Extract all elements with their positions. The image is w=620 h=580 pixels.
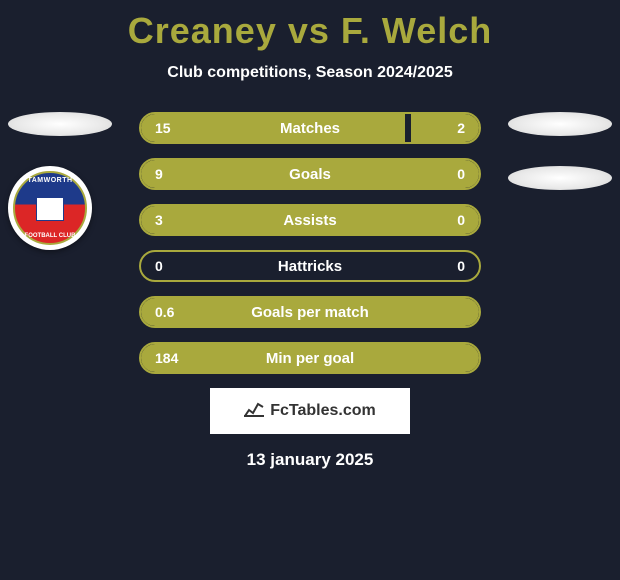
player-placeholder-icon <box>508 112 612 136</box>
stat-value-right: 0 <box>457 212 465 228</box>
stat-value-left: 9 <box>155 166 163 182</box>
stat-value-right: 0 <box>457 166 465 182</box>
stat-value-left: 3 <box>155 212 163 228</box>
player-placeholder-icon <box>8 112 112 136</box>
stat-value-left: 0 <box>155 258 163 274</box>
badge-inner: TAMWORTH FOOTBALL CLUB <box>13 171 87 245</box>
subtitle: Club competitions, Season 2024/2025 <box>0 64 620 82</box>
stat-label: Matches <box>280 120 340 137</box>
content-area: TAMWORTH FOOTBALL CLUB 15 Matches 2 9 Goals 0… <box>0 112 620 374</box>
stat-bar: 0 Hattricks 0 <box>139 250 481 282</box>
stats-container: 15 Matches 2 9 Goals 0 3 Assists 0 0 Hattricks 0 0.6… <box>139 112 481 374</box>
stat-label: Goals <box>289 166 331 183</box>
stat-value-left: 0.6 <box>155 304 174 320</box>
stat-label: Assists <box>283 212 336 229</box>
stat-bar: 15 Matches 2 <box>139 112 481 144</box>
badge-bottom-text: FOOTBALL CLUB <box>25 233 76 239</box>
stat-bar: 0.6 Goals per match <box>139 296 481 328</box>
source-tag: FcTables.com <box>210 388 410 434</box>
stat-bar: 184 Min per goal <box>139 342 481 374</box>
date-text: 13 january 2025 <box>0 450 620 470</box>
club-badge: TAMWORTH FOOTBALL CLUB <box>8 166 92 250</box>
badge-shield-icon <box>36 197 64 221</box>
stat-value-right: 0 <box>457 258 465 274</box>
stat-fill-left <box>141 114 405 142</box>
stat-label: Goals per match <box>251 304 369 321</box>
stat-value-left: 184 <box>155 350 178 366</box>
badge-top-text: TAMWORTH <box>27 177 72 184</box>
stat-label: Min per goal <box>266 350 354 367</box>
right-player-column <box>508 112 612 218</box>
page-title: Creaney vs F. Welch <box>0 0 620 52</box>
stat-label: Hattricks <box>278 258 342 275</box>
chart-icon <box>244 401 264 422</box>
stat-bar: 3 Assists 0 <box>139 204 481 236</box>
club-placeholder-icon <box>508 166 612 190</box>
source-text: FcTables.com <box>270 402 376 420</box>
left-player-column: TAMWORTH FOOTBALL CLUB <box>8 112 112 250</box>
stat-value-left: 15 <box>155 120 171 136</box>
stat-fill-right <box>411 114 479 142</box>
stat-value-right: 2 <box>457 120 465 136</box>
stat-bar: 9 Goals 0 <box>139 158 481 190</box>
